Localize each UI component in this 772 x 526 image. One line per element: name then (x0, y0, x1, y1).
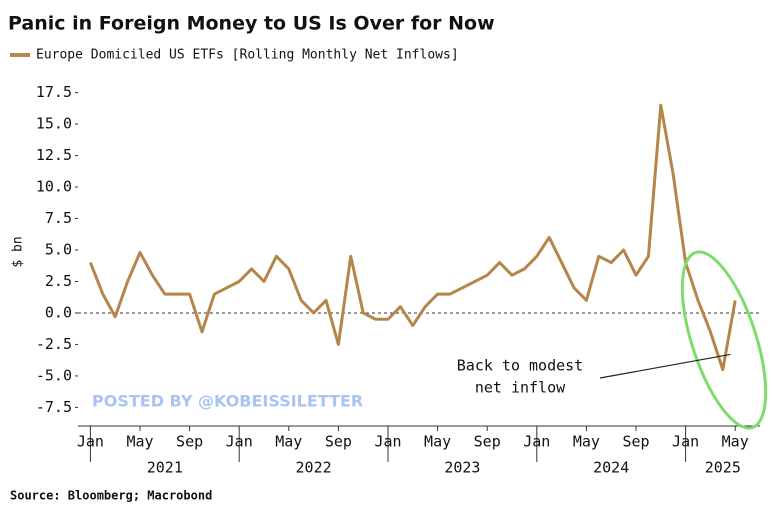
chart-title: Panic in Foreign Money to US Is Over for… (8, 13, 495, 35)
y-tick-label: 10.0 (36, 178, 72, 196)
series-line (89, 103, 737, 372)
legend-label: Europe Domiciled US ETFs [Rolling Monthl… (36, 48, 459, 63)
x-year-label: 2024 (593, 459, 629, 477)
x-tick-label: May (275, 433, 302, 451)
annotation: net inflow (475, 379, 566, 397)
y-tick-label: -7.5 (36, 398, 72, 416)
y-tick-label: 7.5 (45, 209, 72, 227)
watermark: POSTED BY @KOBEISSILETTER (92, 392, 363, 411)
y-tick-label: 0.0 (45, 303, 72, 321)
x-tick-label: Sep (325, 433, 352, 451)
x-tick-label: May (424, 433, 451, 451)
x-tick-label: May (573, 433, 600, 451)
annotation-arrow (599, 353, 731, 379)
x-tick-label: Jan (523, 433, 550, 451)
highlight (680, 250, 768, 430)
x-year-label: 2022 (296, 459, 332, 477)
x-year-label: 2021 (147, 459, 183, 477)
y-tick-label: -2.5 (36, 335, 72, 353)
y-tick-label: 15.0 (36, 115, 72, 133)
y-tick-label: 12.5 (36, 146, 72, 164)
x-tick-label: Jan (226, 433, 253, 451)
x-tick-label: Jan (374, 433, 401, 451)
x-tick-label: Jan (672, 433, 699, 451)
annotation: Back to modest (457, 357, 583, 375)
source: Source: Bloomberg; Macrobond (10, 489, 212, 503)
x-year-label: 2025 (705, 459, 741, 477)
x-tick-label: May (126, 433, 153, 451)
x-tick-label: Sep (622, 433, 649, 451)
x-tick-label: Jan (77, 433, 104, 451)
x-tick-label: May (722, 433, 749, 451)
x-tick-label: Sep (474, 433, 501, 451)
y-tick-label: 17.5 (36, 83, 72, 101)
y-axis-label: $ bn (11, 236, 26, 267)
x-year-label: 2023 (444, 459, 480, 477)
y-tick-label: 2.5 (45, 272, 72, 290)
y-tick-label: -5.0 (36, 366, 72, 384)
y-tick-label: 5.0 (45, 241, 72, 259)
x-tick-label: Sep (176, 433, 203, 451)
